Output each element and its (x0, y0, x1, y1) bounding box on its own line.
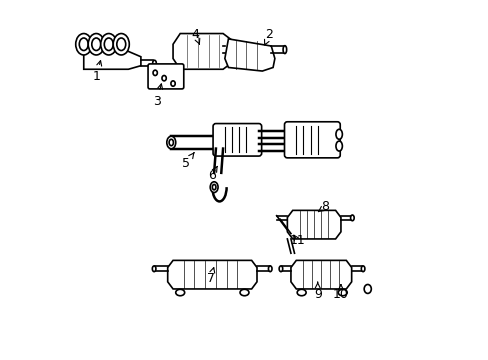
Ellipse shape (152, 266, 156, 272)
Text: 11: 11 (289, 234, 305, 247)
Text: 4: 4 (191, 28, 200, 44)
Ellipse shape (297, 289, 305, 296)
Text: 6: 6 (207, 166, 217, 182)
Text: 3: 3 (153, 84, 162, 108)
Text: 10: 10 (332, 285, 348, 301)
Text: 9: 9 (313, 282, 321, 301)
Polygon shape (290, 260, 351, 289)
Text: 2: 2 (264, 28, 273, 45)
Ellipse shape (166, 136, 175, 149)
Ellipse shape (76, 33, 92, 55)
Ellipse shape (240, 289, 248, 296)
Polygon shape (287, 210, 340, 239)
Ellipse shape (350, 215, 353, 221)
FancyBboxPatch shape (148, 64, 183, 89)
Ellipse shape (175, 289, 184, 296)
FancyBboxPatch shape (213, 123, 261, 156)
Polygon shape (224, 39, 274, 71)
Ellipse shape (210, 182, 218, 193)
Ellipse shape (335, 129, 342, 139)
Ellipse shape (279, 266, 282, 272)
FancyBboxPatch shape (284, 122, 340, 158)
Text: 7: 7 (206, 267, 214, 285)
Ellipse shape (88, 33, 104, 55)
Ellipse shape (268, 266, 271, 272)
Text: 5: 5 (181, 153, 194, 170)
Ellipse shape (101, 33, 117, 55)
Polygon shape (173, 33, 237, 69)
Ellipse shape (338, 289, 346, 296)
Ellipse shape (364, 284, 370, 293)
Ellipse shape (152, 60, 156, 66)
Text: 1: 1 (92, 60, 102, 83)
Polygon shape (167, 260, 257, 289)
Text: 8: 8 (318, 200, 328, 213)
Ellipse shape (335, 141, 342, 151)
Ellipse shape (113, 33, 129, 55)
Polygon shape (83, 51, 141, 69)
Ellipse shape (283, 46, 286, 54)
Ellipse shape (361, 266, 364, 272)
